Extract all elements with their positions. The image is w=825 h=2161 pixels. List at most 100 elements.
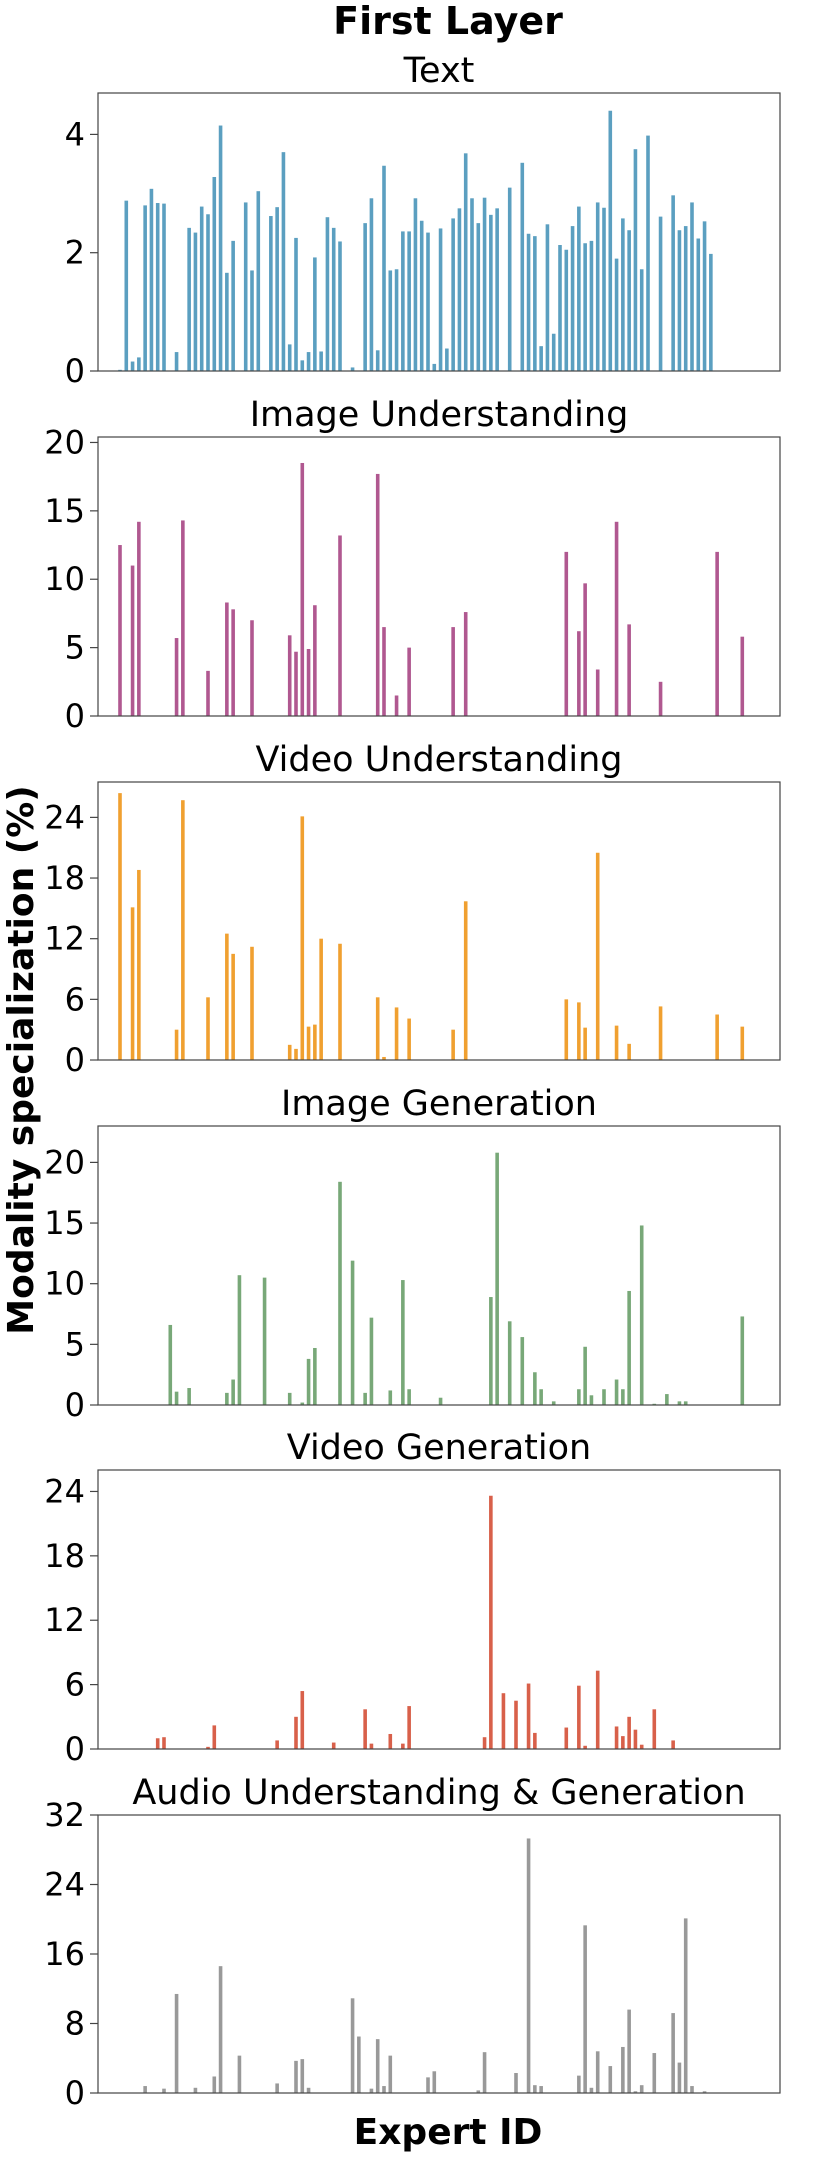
y-tick-label: 16 bbox=[44, 1935, 85, 1973]
bar bbox=[363, 1392, 367, 1405]
bar bbox=[539, 2086, 543, 2093]
bar bbox=[325, 217, 330, 371]
bar bbox=[294, 1048, 298, 1060]
bar bbox=[539, 346, 543, 371]
bar bbox=[231, 240, 235, 371]
bar bbox=[665, 1394, 669, 1405]
bar bbox=[369, 1743, 374, 1749]
bar bbox=[621, 2046, 625, 2093]
y-tick-label: 0 bbox=[65, 1041, 85, 1079]
bar bbox=[174, 638, 179, 716]
bar bbox=[558, 245, 562, 371]
bar bbox=[231, 609, 235, 716]
bar bbox=[614, 1379, 619, 1405]
bar bbox=[489, 214, 493, 371]
bars bbox=[118, 793, 745, 1060]
bar bbox=[482, 1737, 487, 1749]
bar bbox=[614, 1726, 619, 1749]
bar bbox=[457, 208, 462, 371]
bar bbox=[225, 272, 229, 371]
bar bbox=[476, 223, 481, 371]
bar bbox=[533, 236, 537, 371]
bar bbox=[627, 2009, 631, 2093]
bar bbox=[206, 997, 210, 1060]
bar bbox=[306, 648, 311, 716]
bar bbox=[193, 232, 198, 371]
y-tick-label: 24 bbox=[44, 798, 85, 836]
bar bbox=[463, 612, 468, 716]
bar bbox=[287, 635, 292, 716]
bars bbox=[118, 462, 745, 716]
bar bbox=[595, 202, 600, 371]
y-tick-label: 8 bbox=[65, 2005, 85, 2043]
panel-title: Audio Understanding & Generation bbox=[132, 1773, 745, 1813]
bar bbox=[564, 551, 569, 716]
bar bbox=[124, 200, 129, 371]
bar bbox=[463, 153, 468, 371]
y-tick-label: 32 bbox=[44, 1796, 85, 1834]
bar bbox=[577, 206, 581, 371]
bar bbox=[520, 1337, 525, 1405]
bar bbox=[300, 1402, 305, 1405]
bar bbox=[583, 1925, 587, 2093]
bar bbox=[577, 631, 581, 716]
bar bbox=[294, 237, 298, 371]
bar bbox=[740, 1316, 745, 1405]
bar bbox=[218, 1966, 223, 2093]
bar bbox=[231, 1379, 235, 1405]
bar bbox=[212, 1725, 217, 1749]
axes-frame bbox=[97, 1814, 781, 2094]
bar bbox=[338, 1181, 342, 1405]
bar bbox=[306, 352, 311, 371]
bar bbox=[155, 203, 160, 371]
bar bbox=[306, 1358, 311, 1405]
bar bbox=[388, 2055, 393, 2093]
bar bbox=[577, 2075, 581, 2094]
bar bbox=[338, 241, 342, 371]
y-tick-label: 20 bbox=[44, 1143, 85, 1181]
bar bbox=[250, 620, 254, 716]
bar bbox=[357, 2036, 361, 2093]
y-tick-label: 18 bbox=[44, 859, 85, 897]
bar bbox=[407, 231, 411, 371]
y-axis-label: Modality specialization (%) bbox=[1, 785, 42, 1334]
panel-title: Image Generation bbox=[281, 1084, 597, 1124]
bar bbox=[677, 230, 682, 371]
bar bbox=[137, 357, 141, 371]
bar bbox=[671, 195, 675, 371]
bar bbox=[375, 2039, 380, 2093]
bar bbox=[193, 2087, 198, 2093]
bar bbox=[168, 1324, 173, 1405]
bar bbox=[470, 198, 474, 371]
bar bbox=[495, 1152, 499, 1405]
bar bbox=[394, 269, 399, 371]
bar bbox=[595, 1670, 600, 1749]
bar bbox=[137, 869, 141, 1060]
bar bbox=[507, 187, 512, 371]
bar bbox=[300, 2059, 305, 2093]
bar bbox=[401, 1280, 405, 1405]
bar bbox=[438, 228, 443, 371]
bar bbox=[369, 198, 374, 371]
bar bbox=[709, 253, 713, 371]
bar bbox=[432, 363, 437, 371]
bar bbox=[419, 220, 424, 371]
bar bbox=[407, 1706, 411, 1749]
bar bbox=[639, 269, 644, 371]
bar bbox=[331, 1742, 336, 1749]
bar bbox=[162, 2088, 166, 2093]
bar bbox=[413, 198, 418, 371]
bar bbox=[300, 816, 305, 1060]
bar bbox=[369, 2088, 374, 2093]
bar bbox=[382, 1056, 386, 1060]
bar bbox=[633, 1729, 638, 1749]
bar bbox=[306, 1026, 311, 1060]
bar bbox=[627, 1716, 631, 1749]
y-tick-label: 15 bbox=[44, 492, 85, 530]
y-tick-label: 6 bbox=[65, 980, 85, 1018]
bar bbox=[639, 2085, 644, 2093]
bar bbox=[551, 1401, 556, 1405]
bar bbox=[287, 344, 292, 371]
bar bbox=[118, 793, 122, 1060]
